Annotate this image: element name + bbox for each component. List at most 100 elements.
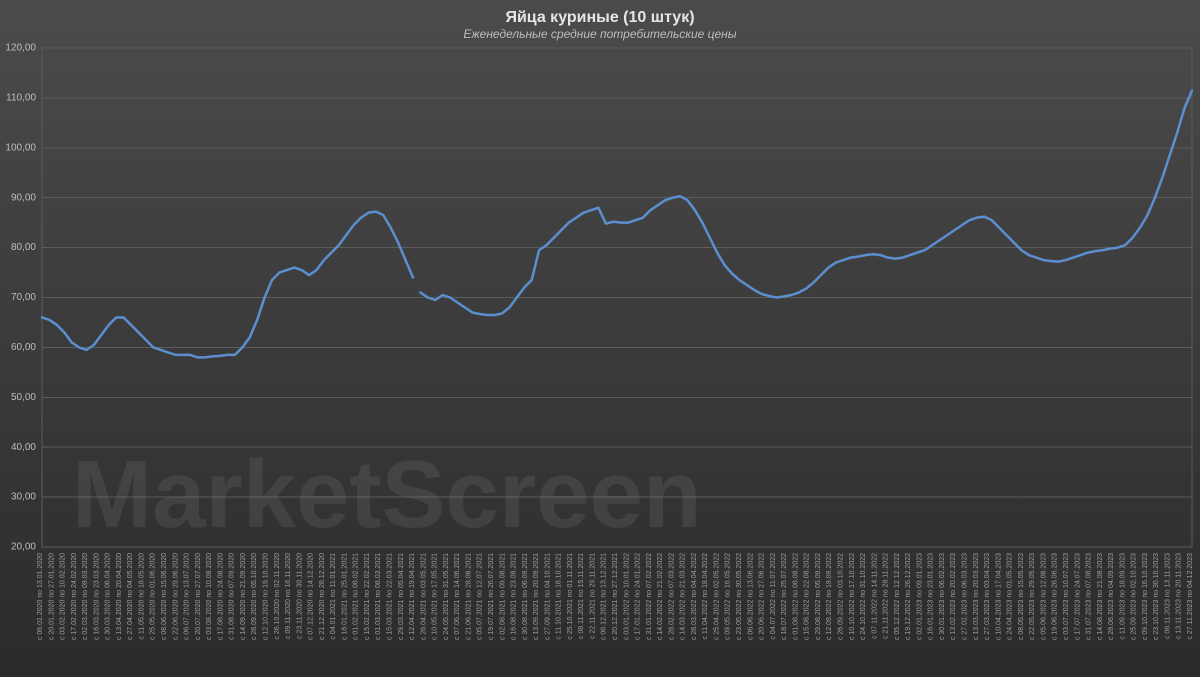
x-tick-label: с 07.11.2022 по 14.11.2022: [871, 553, 878, 639]
x-tick-label: с 14.03.2022 по 21.03.2022: [680, 553, 687, 640]
x-tick-label: с 02.03.2020 по 09.03.2020: [82, 553, 89, 640]
x-tick-label: с 31.07.2023 по 07.08.2023: [1086, 553, 1093, 640]
chart-subtitle: Еженедельные средние потребительские цен…: [463, 27, 736, 41]
y-tick-label: 40,00: [11, 442, 36, 453]
y-tick-label: 50,00: [11, 392, 36, 403]
x-tick-label: с 19.06.2023 по 26.06.2023: [1052, 553, 1059, 640]
x-tick-label: с 17.07.2023 по 24.07.2023: [1074, 553, 1081, 640]
y-tick-label: 60,00: [11, 342, 36, 353]
x-tick-label: с 01.02.2021 по 08.02.2021: [353, 553, 360, 640]
x-tick-label: с 28.09.2020 по 05.10.2020: [251, 553, 258, 640]
x-tick-label: с 25.04.2022 по 02.05.2022: [713, 553, 720, 640]
x-tick-label: с 22.11.2021 по 29.11.2021: [589, 553, 596, 639]
x-axis-labels: с 06.01.2020 по 13.01.2020с 20.01.2020 п…: [37, 553, 1194, 640]
x-tick-label: с 12.10.2020 по 19.10.2020: [262, 553, 269, 640]
chart-container: Яйца куриные (10 штук) Еженедельные сред…: [0, 0, 1200, 677]
x-tick-label: с 13.04.2020 по 20.04.2020: [116, 553, 123, 640]
x-tick-label: с 01.08.2022 по 08.08.2022: [792, 553, 799, 640]
x-tick-label: с 31.01.2022 по 07.02.2022: [646, 553, 653, 640]
x-tick-label: с 15.08.2022 по 22.08.2022: [804, 553, 811, 640]
x-tick-label: с 15.02.2021 по 22.02.2021: [364, 553, 371, 640]
y-tick-label: 80,00: [11, 242, 36, 253]
x-tick-label: с 25.05.2020 по 01.06.2020: [150, 553, 157, 640]
x-tick-label: с 17.08.2020 по 24.08.2020: [217, 553, 224, 640]
x-tick-label: с 11.10.2021 по 18.10.2021: [556, 553, 563, 640]
x-tick-label: с 12.09.2022 по 19.09.2022: [826, 553, 833, 640]
x-tick-label: с 16.01.2023 по 23.01.2023: [928, 553, 935, 640]
x-tick-label: с 18.07.2022 по 25.07.2022: [781, 553, 788, 640]
x-tick-label: с 14.09.2020 по 21.09.2020: [240, 553, 247, 640]
x-tick-label: с 26.04.2021 по 03.05.2021: [420, 553, 427, 640]
y-tick-label: 30,00: [11, 492, 36, 503]
x-tick-label: с 20.01.2020 по 27.01.2020: [48, 553, 55, 640]
x-tick-label: с 16.08.2021 по 23.08.2021: [511, 553, 518, 640]
y-tick-label: 90,00: [11, 192, 36, 203]
x-tick-label: с 04.01.2021 по 11.01.2021: [330, 553, 337, 640]
x-tick-label: с 11.09.2023 по 18.09.2023: [1119, 553, 1126, 640]
y-tick-label: 120,00: [5, 43, 36, 54]
x-tick-label: с 13.02.2023 по 20.02.2023: [950, 553, 957, 640]
x-tick-label: с 22.05.2023 по 29.05.2023: [1029, 553, 1036, 640]
x-tick-label: с 05.12.2022 по 12.12.2022: [894, 553, 901, 640]
x-tick-label: с 10.10.2022 по 17.10.2022: [849, 553, 856, 640]
x-tick-label: с 26.09.2022 по 03.10.2022: [837, 553, 844, 640]
x-tick-label: с 14.08.2023 по 21.08.2023: [1097, 553, 1104, 640]
x-tick-label: с 27.03.2023 по 03.04.2023: [984, 553, 991, 640]
x-tick-label: с 04.07.2022 по 11.07.2022: [770, 553, 777, 640]
x-tick-label: с 28.02.2022 по 07.03.2022: [668, 553, 675, 640]
x-tick-label: с 13.11.2023 по 20.11.2023: [1176, 553, 1183, 639]
x-tick-label: с 22.06.2020 по 29.06.2020: [172, 553, 179, 640]
x-tick-label: с 03.02.2020 по 10.02.2020: [60, 553, 67, 640]
x-tick-label: с 27.09.2021 по 04.10.2021: [544, 553, 551, 640]
x-tick-label: с 24.10.2022 по 31.10.2022: [860, 553, 867, 640]
y-tick-label: 70,00: [11, 292, 36, 303]
x-tick-label: с 11.04.2022 по 18.04.2022: [702, 553, 709, 640]
x-tick-label: с 24.05.2021 по 31.05.2021: [443, 553, 450, 640]
chart-title: Яйца куриные (10 штук): [505, 9, 694, 26]
x-tick-label: с 10.04.2023 по 17.04.2023: [995, 553, 1002, 640]
x-tick-label: с 14.02.2022 по 21.02.2022: [657, 553, 664, 640]
x-tick-label: с 25.10.2021 по 01.11.2021: [567, 553, 574, 640]
x-tick-label: с 29.08.2022 по 05.09.2022: [815, 553, 822, 640]
x-tick-label: с 12.04.2021 по 19.04.2021: [409, 553, 416, 640]
x-tick-label: с 15.03.2021 по 22.03.2021: [387, 553, 394, 640]
x-tick-label: с 01.03.2021 по 08.03.2021: [375, 553, 382, 640]
x-tick-label: с 19.12.2022 по 26.12.2022: [905, 553, 912, 640]
x-tick-label: с 08.11.2021 по 15.11.2021: [578, 553, 585, 639]
x-tick-label: с 20.06.2022 по 27.06.2022: [759, 553, 766, 640]
x-tick-label: с 16.03.2020 по 23.03.2020: [93, 553, 100, 640]
x-tick-label: с 02.08.2021 по 09.08.2021: [499, 553, 506, 640]
x-tick-label: с 21.11.2022 по 28.11.2022: [883, 553, 890, 639]
x-tick-label: с 06.12.2021 по 13.12.2021: [601, 553, 608, 640]
x-tick-label: с 30.08.2021 по 06.09.2021: [522, 553, 529, 640]
x-tick-label: с 23.11.2020 по 30.11.2020: [296, 553, 303, 639]
x-tick-label: с 11.05.2020 по 18.05.2020: [138, 553, 145, 640]
chart-svg: Яйца куриные (10 штук) Еженедельные сред…: [0, 0, 1200, 677]
x-tick-label: с 20.07.2020 по 27.07.2020: [195, 553, 202, 640]
x-tick-label: с 20.12.2021 по 27.12.2021: [612, 553, 619, 640]
x-tick-label: с 17.02.2020 по 24.02.2020: [71, 553, 78, 640]
x-tick-label: с 13.09.2021 по 20.09.2021: [533, 553, 540, 640]
x-tick-label: с 21.06.2021 по 28.06.2021: [465, 553, 472, 640]
y-tick-label: 110,00: [6, 93, 36, 104]
x-tick-label: с 25.09.2023 по 02.10.2023: [1131, 553, 1138, 640]
x-tick-label: с 31.08.2020 по 07.09.2020: [229, 553, 236, 640]
x-tick-label: с 21.12.2020 по 28.12.2020: [319, 553, 326, 640]
x-tick-label: с 30.01.2023 по 06.02.2023: [939, 553, 946, 640]
x-tick-label: с 30.03.2020 по 06.04.2020: [105, 553, 112, 640]
x-tick-label: с 05.07.2021 по 12.07.2021: [477, 553, 484, 640]
x-tick-label: с 27.11.2023 по 04.12.2023: [1187, 553, 1194, 640]
x-tick-label: с 03.08.2020 по 10.08.2020: [206, 553, 213, 640]
x-tick-label: с 06.06.2022 по 13.06.2022: [747, 553, 754, 640]
x-tick-label: с 06.11.2023 по 13.11.2023: [1164, 553, 1171, 639]
x-tick-label: с 24.04.2023 по 01.05.2023: [1007, 553, 1014, 640]
x-tick-label: с 02.01.2023 по 09.01.2023: [916, 553, 923, 640]
x-tick-label: с 10.05.2021 по 17.05.2021: [432, 553, 439, 640]
x-tick-label: с 08.06.2020 по 15.06.2020: [161, 553, 168, 640]
x-tick-label: с 05.06.2023 по 12.06.2023: [1040, 553, 1047, 640]
x-tick-label: с 23.10.2023 по 30.10.2023: [1153, 553, 1160, 640]
x-tick-label: с 27.02.2023 по 06.03.2023: [962, 553, 969, 640]
x-tick-label: с 03.07.2023 по 10.07.2023: [1063, 553, 1070, 640]
x-tick-label: с 28.03.2022 по 04.04.2022: [691, 553, 698, 640]
x-tick-label: с 09.05.2022 по 16.05.2022: [725, 553, 732, 640]
